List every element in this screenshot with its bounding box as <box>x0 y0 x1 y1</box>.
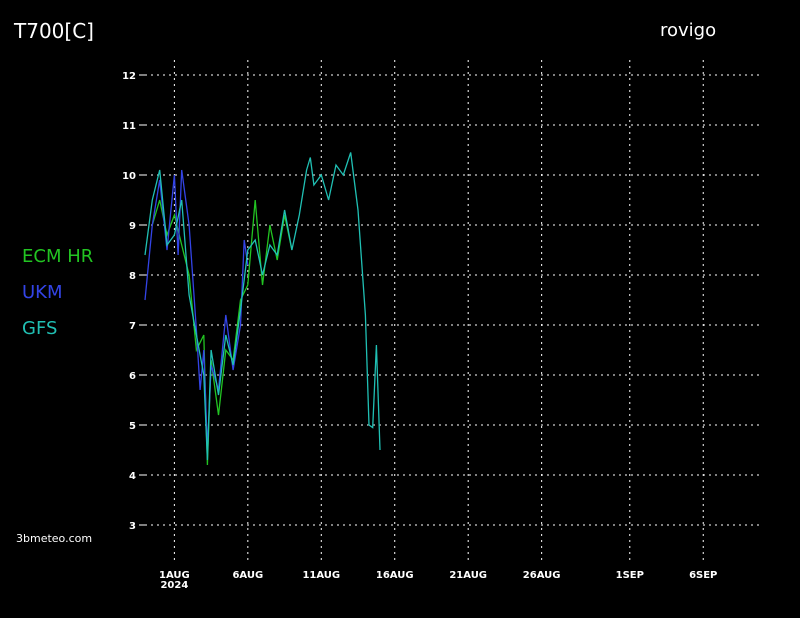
x-tick-label: 11AUG <box>302 570 340 581</box>
chart-title: T700[C] <box>13 19 94 43</box>
location: rovigo <box>660 20 716 41</box>
source: 3bmeteo.com <box>16 532 92 545</box>
legend-entry: UKM <box>22 282 63 303</box>
y-tick-label: 12 <box>122 71 136 82</box>
y-tick-label: 9 <box>129 221 136 232</box>
series-line <box>151 199 293 466</box>
y-tick-label: 7 <box>129 321 136 332</box>
y-tick-label: 6 <box>129 371 136 382</box>
x-tick-label: 6SEP <box>689 570 717 581</box>
x-tick-label: 21AUG <box>449 570 487 581</box>
x-tick-label: 26AUG <box>523 570 561 581</box>
y-tick-label: 10 <box>122 171 136 182</box>
series-line <box>144 169 249 451</box>
x-tick-label: 6AUG <box>232 570 263 581</box>
y-tick-label: 4 <box>129 471 136 482</box>
y-tick-label: 5 <box>129 421 136 432</box>
y-tick-label: 11 <box>122 121 136 132</box>
legend-entry: ECM HR <box>22 246 93 267</box>
x-tick-label: 1AUG <box>159 570 190 581</box>
x-tick-label: 16AUG <box>376 570 414 581</box>
year-label: 2024 <box>160 580 188 591</box>
x-tick-label: 1SEP <box>616 570 644 581</box>
series-line <box>144 152 381 461</box>
y-tick-label: 8 <box>129 271 136 282</box>
legend-entry: GFS <box>22 318 57 339</box>
y-tick-label: 3 <box>129 521 136 532</box>
